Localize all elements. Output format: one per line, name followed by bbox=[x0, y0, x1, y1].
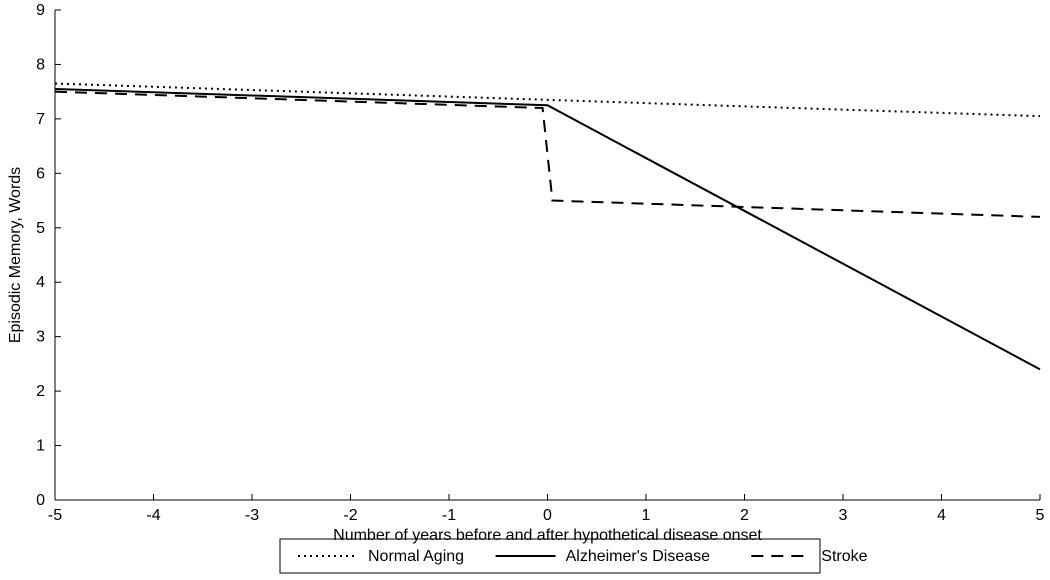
y-tick-label: 3 bbox=[36, 329, 45, 346]
y-tick-label: 6 bbox=[36, 165, 45, 182]
legend-label: Normal Aging bbox=[368, 548, 464, 565]
y-tick-label: 2 bbox=[36, 383, 45, 400]
memory-decline-chart: 0 1 2 3 4 5 6 7 8 9 -5 -4 -3 -2 -1 0 1 2 3 4 5 Number of year… bbox=[0, 0, 1050, 580]
y-axis-title: Episodic Memory, Words bbox=[7, 167, 24, 343]
x-tick-label: 4 bbox=[937, 507, 946, 524]
x-tick-label: -4 bbox=[146, 507, 160, 524]
y-tick-label: 5 bbox=[36, 220, 45, 237]
x-tick-label: -2 bbox=[343, 507, 357, 524]
y-tick-label: 8 bbox=[36, 56, 45, 73]
x-tick-label: 3 bbox=[839, 507, 848, 524]
x-tick-label: -3 bbox=[245, 507, 259, 524]
chart-svg: 0 1 2 3 4 5 6 7 8 9 -5 -4 -3 -2 -1 0 1 2 3 4 5 Number of year… bbox=[0, 0, 1050, 580]
x-tick-label: -1 bbox=[442, 507, 456, 524]
x-tick-label: 0 bbox=[543, 507, 552, 524]
legend-label: Alzheimer's Disease bbox=[566, 548, 711, 565]
x-tick-label: 5 bbox=[1036, 507, 1045, 524]
x-tick-label: 1 bbox=[642, 507, 651, 524]
y-tick-label: 1 bbox=[36, 438, 45, 455]
x-axis-title: Number of years before and after hypothe… bbox=[333, 527, 762, 544]
x-tick-label: -5 bbox=[48, 507, 62, 524]
legend-label: Stroke bbox=[821, 548, 867, 565]
y-tick-label: 7 bbox=[36, 111, 45, 128]
y-tick-label: 4 bbox=[36, 274, 45, 291]
y-tick-label: 9 bbox=[36, 2, 45, 19]
y-tick-label: 0 bbox=[36, 492, 45, 509]
x-tick-label: 2 bbox=[740, 507, 749, 524]
